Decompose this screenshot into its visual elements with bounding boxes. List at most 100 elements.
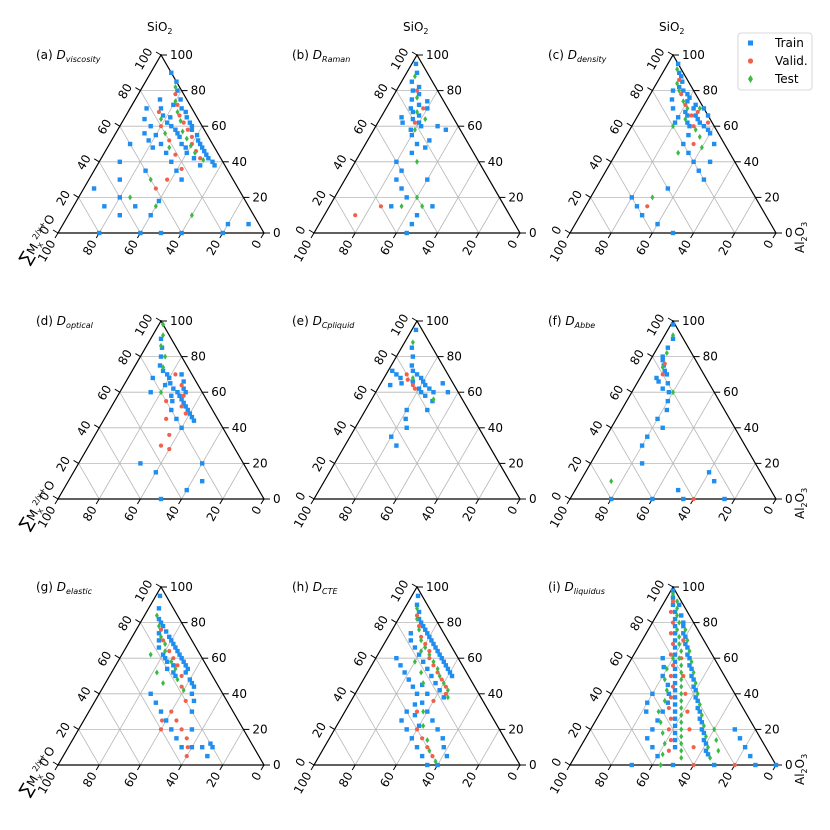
data-points bbox=[629, 588, 779, 768]
tick-mark bbox=[391, 619, 397, 624]
gridline-al2o3 bbox=[478, 197, 500, 234]
test-point bbox=[175, 676, 180, 683]
train-point bbox=[200, 745, 205, 750]
tick-label-mo: 60 bbox=[633, 238, 653, 258]
valid-point bbox=[175, 663, 180, 668]
train-point bbox=[158, 709, 164, 714]
test-point bbox=[693, 126, 698, 133]
test-point bbox=[441, 680, 446, 687]
test-point bbox=[664, 350, 669, 357]
train-point bbox=[433, 680, 438, 686]
valid-point bbox=[685, 709, 690, 714]
train-point bbox=[440, 736, 445, 741]
train-point bbox=[425, 177, 430, 182]
train-point bbox=[693, 688, 698, 693]
train-point bbox=[142, 131, 147, 136]
train-point bbox=[158, 336, 164, 341]
tick-label-sio2: 40 bbox=[586, 418, 606, 438]
train-point bbox=[670, 602, 676, 607]
train-point bbox=[629, 195, 634, 200]
test-point bbox=[159, 633, 163, 640]
tick-mark bbox=[667, 583, 674, 588]
gridline-mo bbox=[375, 391, 438, 500]
tick-mark bbox=[308, 495, 315, 500]
legend-marker-test bbox=[748, 75, 753, 83]
tick-label-al2o3: 100 bbox=[170, 580, 193, 594]
train-point bbox=[440, 381, 445, 386]
tick-label-mo: 20 bbox=[204, 770, 224, 790]
test-point bbox=[161, 680, 166, 687]
valid-point bbox=[662, 361, 667, 366]
data-points bbox=[394, 593, 455, 768]
test-point bbox=[679, 669, 684, 676]
train-point bbox=[181, 386, 186, 391]
train-point bbox=[680, 79, 685, 84]
train-point bbox=[685, 99, 690, 104]
triangle-frame bbox=[312, 585, 522, 766]
train-point bbox=[416, 386, 422, 391]
tick-label-al2o3: 40 bbox=[744, 687, 759, 701]
tick-label-mo: 40 bbox=[162, 770, 182, 790]
train-point bbox=[660, 673, 665, 679]
test-point bbox=[681, 98, 686, 105]
test-point bbox=[679, 754, 684, 761]
valid-point bbox=[439, 677, 444, 682]
train-point bbox=[675, 115, 681, 120]
tick-label-sio2: 80 bbox=[115, 347, 135, 367]
train-point bbox=[173, 127, 178, 132]
train-point bbox=[148, 390, 153, 395]
tick-label-mo: 80 bbox=[80, 504, 100, 524]
train-point bbox=[672, 659, 678, 664]
train-point bbox=[687, 95, 692, 100]
valid-point bbox=[668, 695, 674, 700]
test-point bbox=[679, 662, 684, 669]
tick-label-mo: 0 bbox=[249, 504, 265, 518]
test-point bbox=[445, 687, 450, 694]
panel-title: (a) Dviscosity bbox=[36, 48, 101, 64]
gridline-mo bbox=[631, 125, 694, 234]
train-point bbox=[409, 150, 415, 156]
valid-point bbox=[691, 141, 696, 147]
tick-label-sio2: 100 bbox=[388, 46, 412, 73]
test-point bbox=[675, 66, 680, 73]
test-point bbox=[679, 712, 684, 719]
tick-mark bbox=[566, 498, 571, 505]
ternary-panel-6: 000202020404040606060808080100100100(f) … bbox=[547, 312, 809, 531]
train-point bbox=[399, 381, 404, 386]
train-point bbox=[167, 375, 172, 381]
tick-mark bbox=[690, 232, 695, 239]
tick-mark bbox=[54, 498, 59, 505]
train-point bbox=[403, 416, 408, 422]
train-point bbox=[701, 177, 707, 182]
axis-label-al2o3: Al2O3 bbox=[793, 754, 809, 785]
tick-mark bbox=[605, 690, 612, 695]
train-point bbox=[148, 124, 153, 129]
valid-point bbox=[183, 698, 188, 704]
train-point bbox=[670, 595, 676, 600]
train-point bbox=[669, 97, 675, 102]
tick-mark bbox=[136, 498, 141, 505]
test-point bbox=[664, 665, 669, 672]
tick-label-sio2: 60 bbox=[607, 649, 627, 669]
train-point bbox=[160, 113, 166, 118]
ternary-panel-4: 000202020404040606060808080100100100(d) … bbox=[15, 312, 281, 534]
ternary-panel-2: 000202020404040606060808080100100100(b) … bbox=[291, 20, 537, 264]
test-point bbox=[685, 637, 690, 644]
train-point bbox=[691, 684, 696, 689]
tick-label-mo: 20 bbox=[716, 504, 736, 524]
tick-mark bbox=[370, 388, 377, 393]
data-points bbox=[353, 61, 449, 236]
tick-mark bbox=[73, 193, 79, 198]
train-point bbox=[409, 363, 415, 368]
tick-mark bbox=[411, 51, 418, 56]
panel-title: (c) Ddensity bbox=[548, 48, 607, 64]
train-point bbox=[157, 97, 163, 102]
tick-mark bbox=[411, 317, 418, 322]
train-point bbox=[664, 372, 670, 377]
tick-label-mo: 60 bbox=[377, 504, 397, 524]
gridline-al2o3 bbox=[693, 427, 736, 500]
train-point bbox=[117, 159, 122, 164]
train-point bbox=[197, 163, 203, 168]
test-point bbox=[677, 619, 682, 626]
